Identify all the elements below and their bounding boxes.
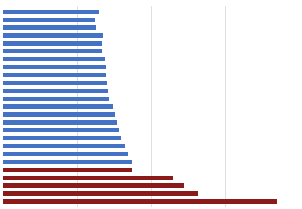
Bar: [3, 81, 107, 85]
Bar: [3, 97, 109, 101]
Bar: [3, 152, 128, 156]
Bar: [3, 25, 96, 30]
Bar: [3, 10, 99, 14]
Bar: [3, 33, 103, 38]
Bar: [3, 184, 184, 188]
Bar: [3, 89, 108, 93]
Bar: [3, 73, 106, 77]
Bar: [3, 136, 121, 140]
Bar: [3, 104, 113, 109]
Bar: [3, 57, 105, 61]
Bar: [3, 18, 95, 22]
Bar: [3, 191, 198, 196]
Bar: [3, 128, 119, 133]
Bar: [3, 199, 277, 204]
Bar: [3, 120, 117, 125]
Bar: [3, 144, 125, 148]
Bar: [3, 112, 115, 117]
Bar: [3, 49, 102, 54]
Bar: [3, 176, 173, 180]
Bar: [3, 41, 102, 46]
Bar: [3, 160, 132, 164]
Bar: [3, 65, 106, 69]
Bar: [3, 168, 132, 172]
